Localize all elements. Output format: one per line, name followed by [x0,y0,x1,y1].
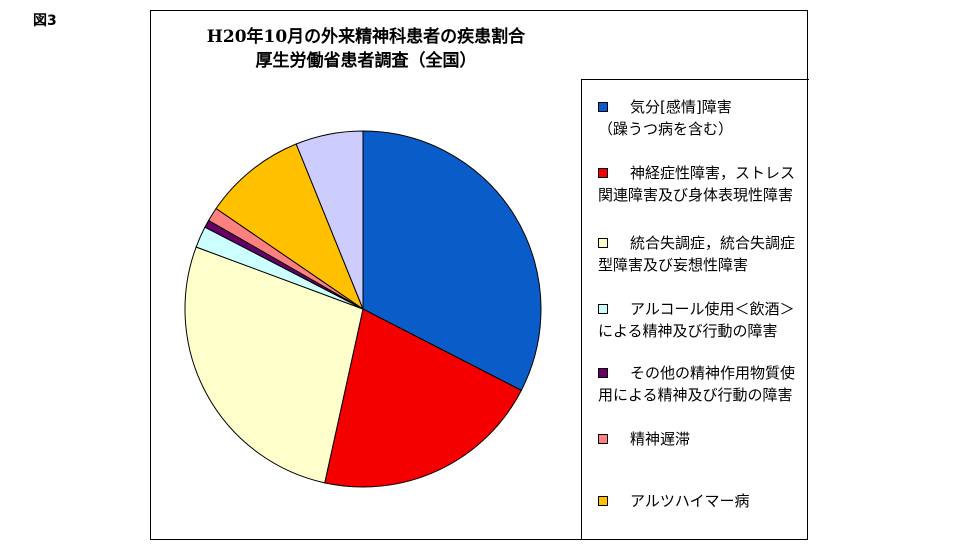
legend-swatch-1 [598,168,608,178]
legend-item-3: アルコール使用＜飲酒＞による精神及び行動の障害 [598,298,803,342]
chart-title: H20年10月の外来精神科患者の疾患割合 厚生労働省患者調査（全国） [151,25,581,73]
legend-label-2: 統合失調症，統合失調症型障害及び妄想性障害 [598,234,796,274]
chart-title-line-2: 厚生労働省患者調査（全国） [255,51,477,71]
chart-legend: 気分[感情]障害 （躁うつ病を含む） 神経症性障害，ストレス関連障害及び身体表現性… [581,79,809,540]
legend-swatch-4 [598,368,608,378]
legend-item-0: 気分[感情]障害 （躁うつ病を含む） [598,96,803,140]
legend-item-6: アルツハイマー病 [598,490,803,512]
legend-item-5: 精神遅滞 [598,428,803,450]
legend-label-6: アルツハイマー病 [630,492,750,510]
legend-label-3: アルコール使用＜飲酒＞による精神及び行動の障害 [598,300,795,340]
chart-frame: H20年10月の外来精神科患者の疾患割合 厚生労働省患者調査（全国） 気分[感情… [150,10,809,540]
legend-swatch-3 [598,304,608,314]
figure-label: 図3 [33,13,57,29]
legend-item-1: 神経症性障害，ストレス関連障害及び身体表現性障害 [598,162,803,206]
pie-slice-2 [184,246,364,484]
pie-chart [184,130,542,488]
legend-swatch-0 [598,102,608,112]
legend-label-1: 神経症性障害，ストレス関連障害及び身体表現性障害 [598,164,796,204]
legend-label-5: 精神遅滞 [630,430,691,448]
legend-item-4: その他の精神作用物質使用による精神及び行動の障害 [598,362,803,406]
pie-slice-0 [362,130,542,392]
legend-label-0: 気分[感情]障害 （躁うつ病を含む） [598,98,734,138]
pie-slice-6 [215,143,365,311]
pie-slice-1 [324,308,522,488]
legend-item-2: 統合失調症，統合失調症型障害及び妄想性障害 [598,232,803,276]
legend-swatch-5 [598,434,608,444]
legend-swatch-2 [598,238,608,248]
legend-swatch-6 [598,496,608,506]
legend-label-4: その他の精神作用物質使用による精神及び行動の障害 [598,364,796,404]
pie-slice-7 [295,130,364,310]
chart-title-line-1: H20年10月の外来精神科患者の疾患割合 [206,27,526,47]
